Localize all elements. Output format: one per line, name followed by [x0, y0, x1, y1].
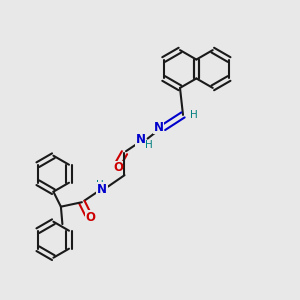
- Text: O: O: [85, 211, 95, 224]
- Text: N: N: [135, 133, 146, 146]
- Text: N: N: [97, 183, 107, 196]
- Text: O: O: [113, 161, 123, 175]
- Text: H: H: [146, 140, 153, 151]
- Text: N: N: [154, 121, 164, 134]
- Text: H: H: [190, 110, 197, 120]
- Text: H: H: [96, 179, 104, 190]
